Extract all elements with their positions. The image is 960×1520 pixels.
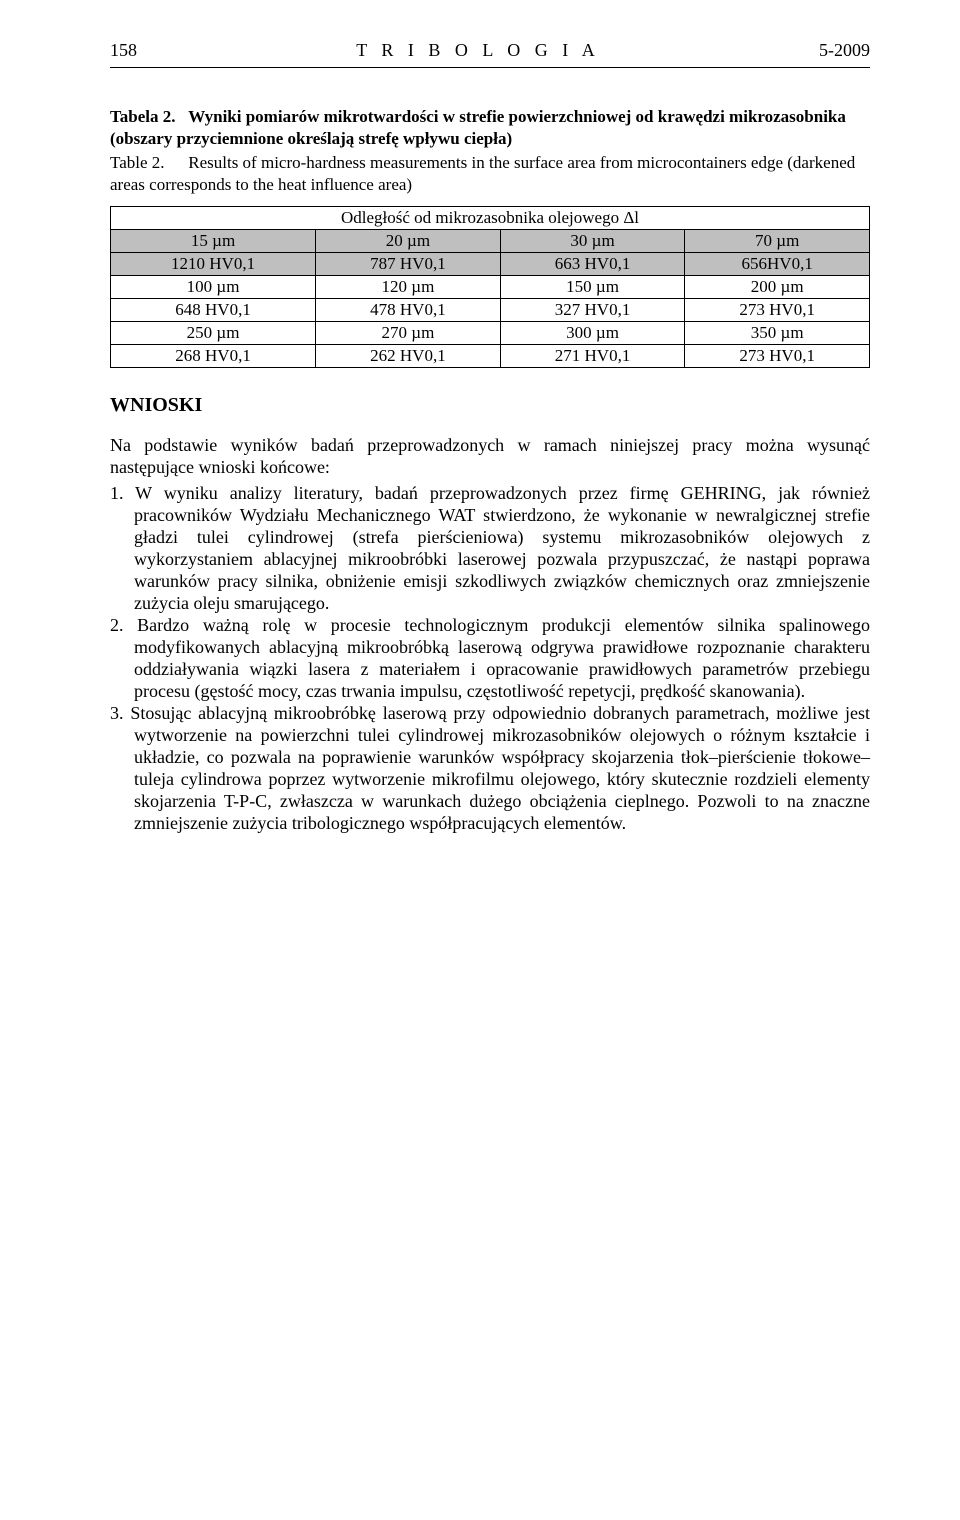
table-cell: 1210 HV0,1 [111, 253, 316, 276]
table-cell: 150 µm [500, 276, 685, 299]
hardness-table: Odległość od mikrozasobnika olejowego Δl… [110, 206, 870, 368]
issue-number: 5-2009 [819, 40, 870, 61]
table-cell: 273 HV0,1 [685, 345, 870, 368]
conclusion-item: 1. W wyniku analizy literatury, badań pr… [110, 483, 870, 615]
conclusion-item: 3. Stosując ablacyjną mikroobróbkę laser… [110, 703, 870, 835]
table-caption-pl: Tabela 2. Wyniki pomiarów mikrotwardości… [110, 106, 870, 150]
table-cell: 350 µm [685, 322, 870, 345]
table-cell: 20 µm [316, 230, 501, 253]
conclusions-heading: WNIOSKI [110, 394, 870, 417]
table-cell: 70 µm [685, 230, 870, 253]
table-header-row: Odległość od mikrozasobnika olejowego Δl [111, 207, 870, 230]
table-cell: 268 HV0,1 [111, 345, 316, 368]
table-header-cell: Odległość od mikrozasobnika olejowego Δl [111, 207, 870, 230]
table-caption-en: Table 2. Results of micro-hardness measu… [110, 152, 870, 196]
page-header: 158 T R I B O L O G I A 5-2009 [110, 40, 870, 68]
table-row: 648 HV0,1 478 HV0,1 327 HV0,1 273 HV0,1 [111, 299, 870, 322]
table-cell: 271 HV0,1 [500, 345, 685, 368]
table-row: 1210 HV0,1 787 HV0,1 663 HV0,1 656HV0,1 [111, 253, 870, 276]
table-cell: 300 µm [500, 322, 685, 345]
caption-text-en: Results of micro-hardness measurements i… [110, 153, 855, 194]
table-row: 268 HV0,1 262 HV0,1 271 HV0,1 273 HV0,1 [111, 345, 870, 368]
table-row: 100 µm 120 µm 150 µm 200 µm [111, 276, 870, 299]
table-cell: 273 HV0,1 [685, 299, 870, 322]
page-number: 158 [110, 40, 137, 61]
table-row: 15 µm 20 µm 30 µm 70 µm [111, 230, 870, 253]
conclusion-item: 2. Bardzo ważną rolę w procesie technolo… [110, 615, 870, 703]
table-cell: 663 HV0,1 [500, 253, 685, 276]
table-cell: 262 HV0,1 [316, 345, 501, 368]
table-cell: 656HV0,1 [685, 253, 870, 276]
table-cell: 478 HV0,1 [316, 299, 501, 322]
table-cell: 15 µm [111, 230, 316, 253]
journal-name: T R I B O L O G I A [356, 40, 600, 61]
table-cell: 648 HV0,1 [111, 299, 316, 322]
table-cell: 200 µm [685, 276, 870, 299]
table-cell: 270 µm [316, 322, 501, 345]
table-cell: 120 µm [316, 276, 501, 299]
conclusions-intro: Na podstawie wyników badań przeprowadzon… [110, 435, 870, 479]
table-cell: 30 µm [500, 230, 685, 253]
table-cell: 327 HV0,1 [500, 299, 685, 322]
caption-label-pl: Tabela 2. [110, 106, 184, 128]
caption-label-en: Table 2. [110, 152, 184, 174]
caption-text-pl: Wyniki pomiarów mikrotwardości w strefie… [110, 107, 846, 148]
table-cell: 787 HV0,1 [316, 253, 501, 276]
table-cell: 100 µm [111, 276, 316, 299]
table-cell: 250 µm [111, 322, 316, 345]
table-row: 250 µm 270 µm 300 µm 350 µm [111, 322, 870, 345]
